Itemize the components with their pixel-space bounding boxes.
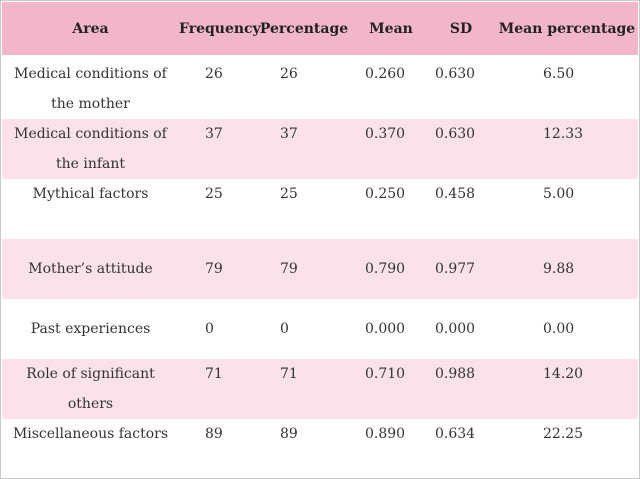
cell-sd: 0.630	[435, 66, 476, 82]
cell-area: Role of significant others	[26, 366, 155, 412]
cell-frequency: 89	[205, 426, 223, 442]
table-row: Role of significant others 71 71 0.710 0…	[2, 359, 638, 419]
cell-sd: 0.630	[435, 126, 476, 142]
cell-mean: 0.710	[365, 366, 406, 382]
cell-mean-percentage: 12.33	[543, 126, 584, 142]
header-row: Area Frequency Percentage Mean SD Mean p…	[2, 2, 638, 55]
cell-mean: 0.890	[365, 426, 406, 442]
cell-mean: 0.790	[365, 261, 406, 277]
cell-mean-percentage: 14.20	[543, 366, 584, 382]
cell-percentage: 26	[280, 66, 298, 82]
cell-mean-percentage: 0.00	[543, 321, 575, 337]
cell-sd: 0.000	[435, 321, 476, 337]
cell-sd: 0.458	[435, 186, 476, 202]
header-sd: SD	[449, 20, 473, 37]
cell-mean: 0.370	[365, 126, 406, 142]
cell-percentage: 37	[280, 126, 298, 142]
cell-mean-percentage: 5.00	[543, 186, 575, 202]
cell-percentage: 25	[280, 186, 298, 202]
cell-area: Medical conditions of the infant	[14, 126, 167, 172]
cell-mean: 0.000	[365, 321, 406, 337]
cell-mean-percentage: 9.88	[543, 261, 575, 277]
cell-area: Medical conditions of the mother	[14, 66, 167, 112]
cell-area: Past experiences	[30, 321, 151, 337]
table-row: Medical conditions of the infant 37 37 0…	[2, 119, 638, 179]
cell-frequency: 71	[205, 366, 223, 382]
table-row: Past experiences 0 0 0.000 0.000 0.00	[2, 299, 638, 359]
cell-frequency: 25	[205, 186, 223, 202]
cell-mean-percentage: 6.50	[543, 66, 575, 82]
cell-frequency: 79	[205, 261, 223, 277]
header-frequency: Frequency	[179, 20, 261, 37]
header-mean: Mean	[369, 20, 413, 37]
cell-sd: 0.988	[435, 366, 476, 382]
header-gap	[2, 55, 638, 59]
cell-sd: 0.977	[435, 261, 476, 277]
cell-sd: 0.634	[435, 426, 476, 442]
header-mean-percentage: Mean percentage	[498, 20, 636, 37]
cell-area: Mother’s attitude	[28, 261, 153, 277]
header-percentage: Percentage	[259, 20, 349, 37]
cell-percentage: 71	[280, 366, 298, 382]
cell-frequency: 26	[205, 66, 223, 82]
cell-percentage: 89	[280, 426, 298, 442]
cell-mean: 0.260	[365, 66, 406, 82]
table-row: Medical conditions of the mother 26 26 0…	[2, 59, 638, 119]
cell-frequency: 0	[205, 321, 214, 337]
cell-mean-percentage: 22.25	[543, 426, 584, 442]
header-area: Area	[72, 20, 109, 37]
table-row: Miscellaneous factors 89 89 0.890 0.634 …	[2, 419, 638, 478]
cell-percentage: 79	[280, 261, 298, 277]
cell-area: Mythical factors	[32, 186, 149, 202]
cell-percentage: 0	[280, 321, 289, 337]
cell-frequency: 37	[205, 126, 223, 142]
cell-area: Miscellaneous factors	[12, 426, 169, 442]
table-row: Mother’s attitude 79 79 0.790 0.977 9.88	[2, 239, 638, 299]
cell-mean: 0.250	[365, 186, 406, 202]
table-row: Mythical factors 25 25 0.250 0.458 5.00	[2, 179, 638, 239]
